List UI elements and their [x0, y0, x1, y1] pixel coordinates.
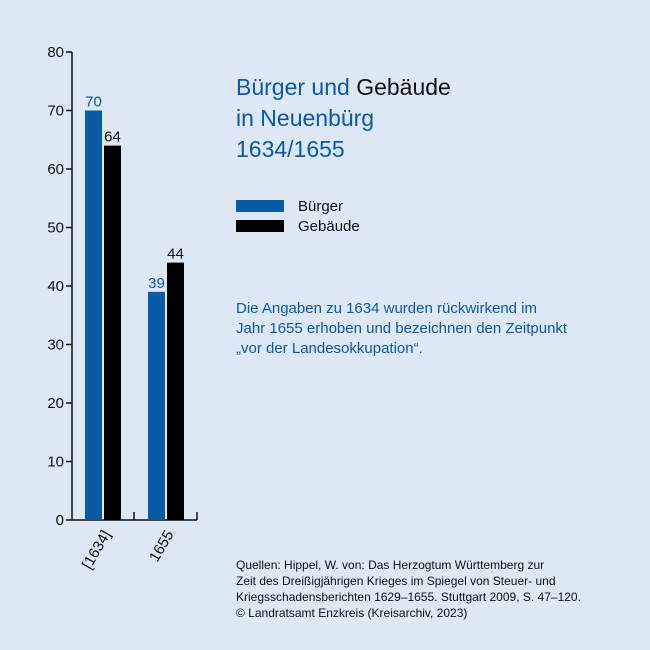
bar-buerger	[85, 110, 102, 520]
note-line: „vor der Landesokkupation“.	[236, 340, 423, 357]
data-label-gebaeude: 64	[104, 129, 121, 146]
y-tick-label: 0	[56, 512, 64, 529]
title-line-2: in Neuenbürg	[236, 105, 375, 131]
chart-title: Bürger und Gebäude in Neuenbürg 1634/165…	[236, 72, 451, 165]
x-tick-label: 1655	[146, 528, 177, 565]
sources-line: Zeit des Dreißigjährigen Krieges im Spie…	[236, 574, 556, 588]
legend: Bürger Gebäude	[236, 196, 360, 236]
sources-line: Kriegsschadensberichten 1629–1655. Stutt…	[236, 590, 581, 604]
sources-line: Quellen: Hippel, W. von: Das Herzogtum W…	[236, 558, 545, 572]
data-label-buerger: 39	[148, 275, 165, 292]
title-part-blue: Bürger und	[236, 74, 357, 100]
note-text: Die Angaben zu 1634 wurden rückwirkend i…	[236, 299, 631, 359]
y-tick-label: 30	[47, 337, 64, 354]
y-tick-label: 50	[47, 220, 64, 237]
bar-gebaeude	[104, 145, 121, 520]
y-tick-label: 40	[47, 278, 64, 295]
legend-label-gebaeude: Gebäude	[298, 217, 360, 235]
note-line: Jahr 1655 erhoben und bezeichnen den Zei…	[236, 320, 568, 337]
legend-item-buerger: Bürger	[236, 196, 360, 216]
sources-text: Quellen: Hippel, W. von: Das Herzogtum W…	[236, 557, 641, 621]
title-line-3: 1634/1655	[236, 136, 345, 162]
data-label-gebaeude: 44	[167, 246, 184, 263]
legend-swatch-gebaeude	[236, 220, 284, 232]
bar-buerger	[148, 291, 165, 520]
note-line: Die Angaben zu 1634 wurden rückwirkend i…	[236, 300, 538, 317]
y-tick-label: 80	[47, 44, 64, 61]
legend-swatch-buerger	[236, 200, 284, 212]
y-tick-label: 70	[47, 103, 64, 120]
y-tick-label: 20	[47, 395, 64, 412]
x-tick-label: [1634]	[79, 528, 115, 573]
data-label-buerger: 70	[85, 94, 102, 111]
legend-item-gebaeude: Gebäude	[236, 216, 360, 236]
legend-label-buerger: Bürger	[298, 197, 344, 215]
bar-gebaeude	[167, 262, 184, 520]
y-tick-label: 60	[47, 161, 64, 178]
copyright-line: © Landratsamt Enzkreis (Kreisarchiv, 202…	[236, 606, 468, 620]
title-part-black: Gebäude	[356, 74, 451, 100]
y-tick-label: 10	[47, 454, 64, 471]
